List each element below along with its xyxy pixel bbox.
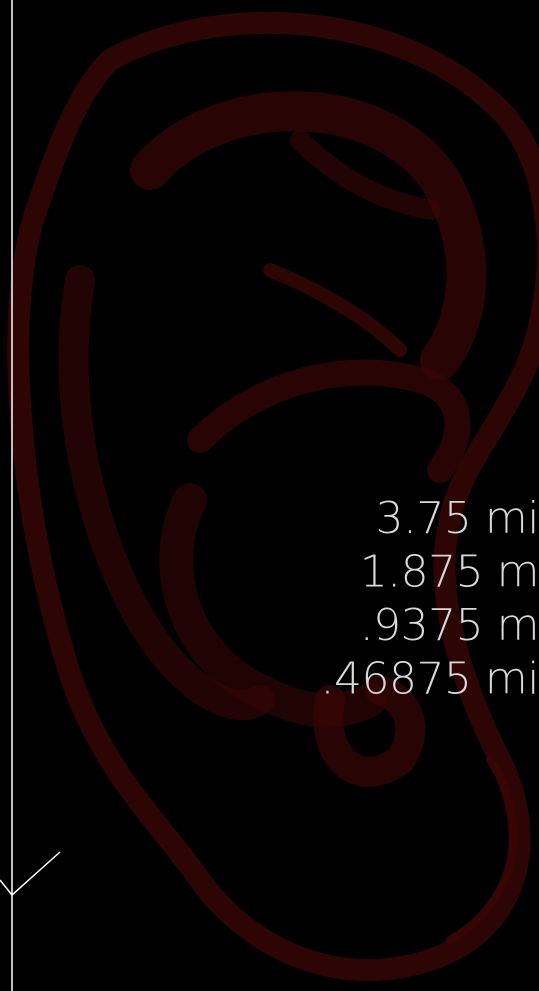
distance-label: 3.75 mi — [375, 493, 539, 544]
distance-label: 1.875 m — [360, 547, 539, 598]
distance-label: .46875 mi — [320, 654, 539, 705]
chevron-icon[interactable] — [0, 851, 61, 897]
ear-drawing — [7, 11, 539, 982]
distance-list: 3.75 mi1.875 m.9375 m.46875 mi — [320, 493, 539, 705]
distance-label: .9375 m — [360, 600, 539, 651]
